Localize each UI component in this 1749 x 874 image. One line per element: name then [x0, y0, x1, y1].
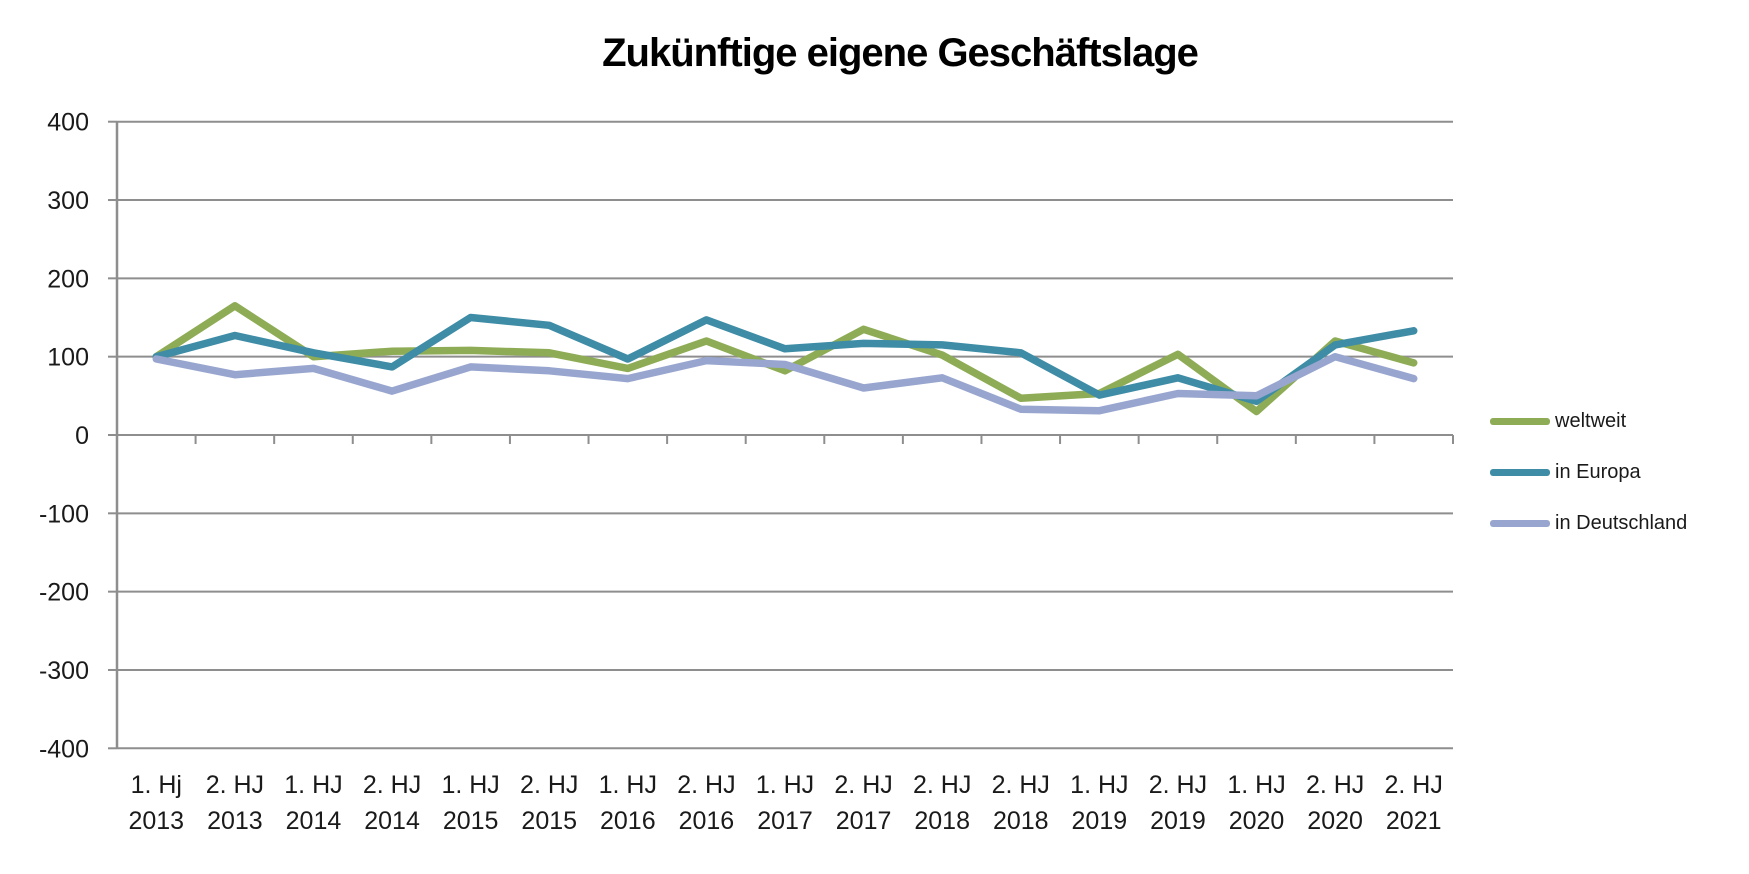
x-axis-label-14: 1. HJ 2020	[1227, 771, 1285, 835]
x-axis-label-10: 2. HJ 2018	[913, 771, 971, 835]
legend-line-sample-europa	[1490, 468, 1550, 476]
y-axis-label--300: -300	[39, 657, 89, 685]
x-axis-label-16: 2. HJ 2021	[1385, 771, 1443, 835]
legend-item-deutschland: in Deutschland	[1490, 506, 1687, 540]
y-axis-label--100: -100	[39, 500, 89, 528]
x-axis-label-9: 2. HJ 2017	[834, 771, 892, 835]
legend-line-sample-weltweit	[1490, 417, 1550, 425]
legend-label: in Europa	[1555, 460, 1641, 483]
chart-title: Zukünftige eigene Geschäftslage	[602, 31, 1199, 75]
x-axis-label-12: 1. HJ 2019	[1070, 771, 1128, 835]
series-line-in-europa	[152, 313, 1418, 406]
y-axis-label-0: 0	[75, 422, 89, 450]
legend-label: in Deutschland	[1555, 511, 1688, 534]
series-line-weltweit	[152, 302, 1418, 416]
y-axis-label-400: 400	[47, 109, 89, 137]
x-axis-label-7: 2. HJ 2016	[677, 771, 735, 835]
x-axis-label-15: 2. HJ 2020	[1306, 771, 1364, 835]
legend-item-europa: in Europa	[1490, 455, 1687, 489]
y-axis-label-100: 100	[47, 344, 89, 372]
legend-item-weltweit: weltweit	[1490, 404, 1687, 438]
x-axis-label-3: 2. HJ 2014	[363, 771, 421, 835]
x-axis-label-6: 1. HJ 2016	[599, 771, 657, 835]
x-axis-label-11: 2. HJ 2018	[992, 771, 1050, 835]
series-line-in-deutschland	[152, 352, 1418, 415]
x-axis-label-2: 1. HJ 2014	[284, 771, 342, 835]
x-axis-label-1: 2. HJ 2013	[206, 771, 264, 835]
x-axis-label-5: 2. HJ 2015	[520, 771, 578, 835]
chart-legend: weltweit in Europa in Deutschland	[1490, 404, 1687, 557]
legend-line-sample-deutschland	[1490, 519, 1550, 527]
x-axis-label-8: 1. HJ 2017	[756, 771, 814, 835]
legend-label: weltweit	[1555, 409, 1627, 432]
x-axis-label-4: 1. HJ 2015	[441, 771, 499, 835]
y-axis-label--400: -400	[39, 735, 89, 763]
y-axis-label-200: 200	[47, 265, 89, 293]
x-axis-label-13: 2. HJ 2019	[1149, 771, 1207, 835]
y-axis-label-300: 300	[47, 187, 89, 215]
x-axis-label-0: 1. Hj 2013	[128, 771, 184, 835]
y-axis-label--200: -200	[39, 579, 89, 607]
